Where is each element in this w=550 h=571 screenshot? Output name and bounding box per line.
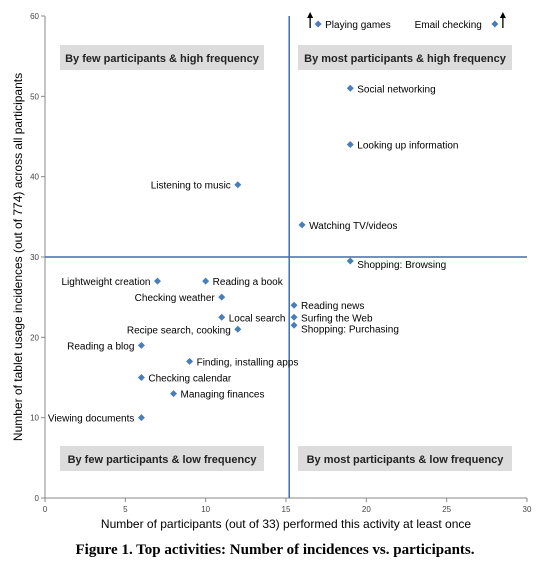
data-point-label: Checking calendar xyxy=(148,374,231,385)
y-tick-label: 20 xyxy=(30,333,39,342)
data-point-label: Looking up information xyxy=(357,141,458,152)
y-tick-label: 50 xyxy=(30,92,39,101)
x-tick-label: 20 xyxy=(362,505,371,514)
data-point-marker xyxy=(491,20,499,28)
data-point-marker xyxy=(346,257,354,265)
data-point-marker xyxy=(298,221,306,229)
data-points: Playing games Email checking Social networ… xyxy=(48,12,506,425)
data-point-label: Recipe search, cooking xyxy=(127,325,231,336)
quadrant-box-bottom-right xyxy=(298,446,512,471)
y-axis-label: Number of tablet usage incidences (out o… xyxy=(11,73,25,441)
scatter-chart: 0 5 10 15 20 25 30 0 10 20 30 40 50 60 By few partici… xyxy=(11,12,532,531)
data-point-marker xyxy=(234,325,242,333)
x-tick-label: 0 xyxy=(43,505,48,514)
data-point-marker xyxy=(346,141,354,149)
data-point-label: Surfing the Web xyxy=(301,313,373,324)
y-tick-label: 40 xyxy=(30,173,39,182)
data-point-marker xyxy=(314,20,322,28)
quadrant-label-bottom-left: By few participants & low frequency xyxy=(68,454,258,466)
data-point-marker xyxy=(153,277,161,285)
data-point-label: Watching TV/videos xyxy=(309,221,397,232)
data-point-marker xyxy=(137,374,145,381)
data-point-label: Shopping: Purchasing xyxy=(301,324,399,335)
data-point-label: Reading a blog xyxy=(67,341,134,352)
data-point-marker xyxy=(186,357,194,365)
data-point-label: Shopping: Browsing xyxy=(357,260,446,271)
y-tick-label: 0 xyxy=(35,494,40,503)
x-tick-label: 5 xyxy=(123,505,128,514)
data-point-label: Viewing documents xyxy=(48,414,135,425)
data-point-marker xyxy=(290,313,298,321)
figure-caption: Figure 1. Top activities: Number of inci… xyxy=(75,542,475,558)
y-tick-label: 60 xyxy=(30,12,39,21)
quadrant-label-top-right: By most participants & high frequency xyxy=(304,53,507,65)
quadrant-label-top-left: By few participants & high frequency xyxy=(65,53,260,65)
data-point-label: Checking weather xyxy=(135,293,216,304)
x-tick-label: 15 xyxy=(282,505,291,514)
data-point-marker xyxy=(290,301,298,309)
data-point-label: Playing games xyxy=(325,20,391,31)
data-point-label: Local search xyxy=(229,313,286,324)
data-point-marker xyxy=(170,390,178,398)
y-tick-label: 10 xyxy=(30,414,39,423)
quadrant-box-top-left xyxy=(60,45,264,70)
data-point-label: Email checking xyxy=(415,20,482,31)
data-point-label: Lightweight creation xyxy=(62,277,151,288)
x-tick-label: 30 xyxy=(523,505,532,514)
data-point-label: Social networking xyxy=(357,84,435,95)
quadrant-box-bottom-left xyxy=(60,446,264,471)
x-tick-label: 10 xyxy=(201,505,210,514)
axes: 0 5 10 15 20 25 30 0 10 20 30 40 50 60 xyxy=(30,12,532,514)
data-point-label: Managing finances xyxy=(181,390,265,401)
x-axis-label: Number of participants (out of 33) perfo… xyxy=(101,517,471,531)
quadrant-box-top-right xyxy=(298,45,512,70)
data-point-label: Listening to music xyxy=(151,181,231,192)
data-point-label: Reading a book xyxy=(213,277,284,288)
data-point-marker xyxy=(218,313,226,321)
data-point-marker xyxy=(218,293,226,301)
data-point-marker xyxy=(137,414,145,422)
quadrant-labels: By few participants & high frequency By m… xyxy=(60,45,512,471)
off-scale-arrow-head xyxy=(499,12,506,19)
data-point-marker xyxy=(137,341,145,349)
data-point-marker xyxy=(290,321,298,329)
data-point-marker xyxy=(202,277,210,285)
quadrant-dividers xyxy=(45,16,527,498)
y-tick-label: 30 xyxy=(30,253,39,262)
data-point-marker xyxy=(234,181,242,189)
data-point-label: Reading news xyxy=(301,301,364,312)
data-point-marker xyxy=(346,84,354,92)
data-point-label: Finding, installing apps xyxy=(197,357,299,368)
quadrant-label-bottom-right: By most participants & low frequency xyxy=(307,454,505,466)
x-tick-label: 25 xyxy=(442,505,451,514)
off-scale-arrow-head xyxy=(307,12,314,19)
